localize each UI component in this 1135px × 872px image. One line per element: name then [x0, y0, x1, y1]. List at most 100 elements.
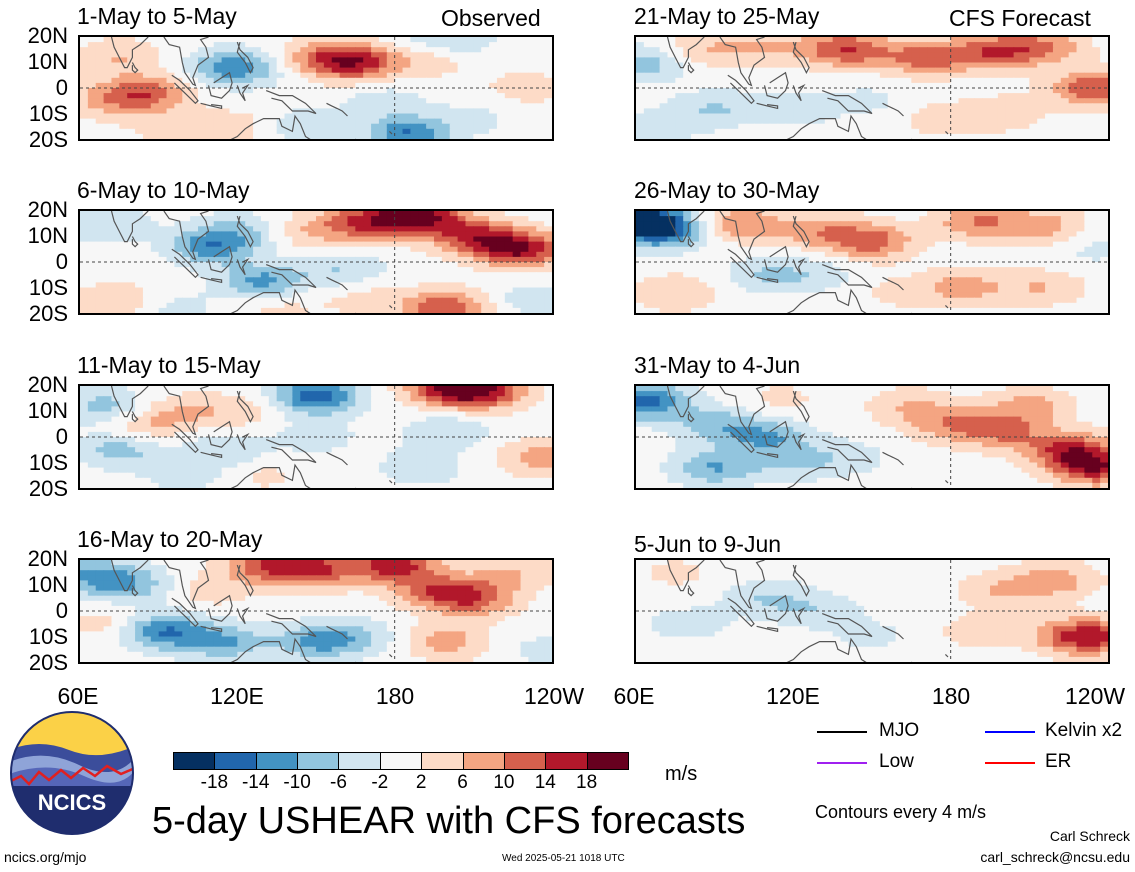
heatmap-cell: [520, 467, 529, 474]
heatmap-cell: [111, 636, 120, 643]
heatmap-cell: [410, 477, 419, 484]
heatmap-cell: [402, 600, 411, 607]
heatmap-cell: [402, 416, 411, 423]
heatmap-cell: [528, 431, 537, 438]
heatmap-cell: [245, 267, 254, 273]
heatmap-cell: [166, 82, 175, 89]
heatmap-cell: [378, 123, 388, 130]
heatmap-cell: [465, 82, 474, 89]
heatmap-cell: [402, 226, 411, 232]
heatmap-cell: [347, 123, 356, 130]
heatmap-cell: [80, 118, 89, 125]
heatmap-cell: [174, 231, 183, 238]
heatmap-cell: [158, 641, 168, 648]
heatmap-cell: [386, 103, 396, 109]
coastline: [236, 257, 250, 276]
heatmap-cell: [394, 431, 404, 438]
heatmap-cell: [363, 580, 372, 587]
heatmap-cell: [465, 37, 474, 43]
heatmap-cell: [355, 406, 364, 413]
heatmap-cell: [512, 600, 522, 607]
heatmap-cell: [520, 292, 529, 299]
heatmap-cell: [536, 442, 545, 448]
heatmap-cell: [174, 482, 183, 488]
heatmap-cell: [371, 605, 380, 612]
heatmap-cell: [434, 426, 443, 433]
heatmap-cell: [308, 482, 317, 488]
heatmap-cell: [528, 98, 537, 104]
coastline: [163, 37, 210, 87]
heatmap-cell: [378, 651, 388, 658]
heatmap-cell: [190, 580, 199, 587]
heatmap-cell: [481, 262, 490, 268]
heatmap-cell: [174, 297, 183, 304]
heatmap-cell: [276, 103, 286, 109]
heatmap-cell: [119, 82, 128, 89]
heatmap-cell: [245, 47, 254, 53]
heatmap-cell: [103, 98, 113, 104]
heatmap-cell: [245, 246, 254, 253]
heatmap-cell: [457, 651, 467, 658]
heatmap-cell: [331, 616, 341, 622]
heatmap-cell: [512, 72, 522, 79]
heatmap-cell: [520, 411, 529, 418]
heatmap-cell: [119, 457, 128, 464]
heatmap-cell: [426, 37, 435, 43]
heatmap-cell: [95, 611, 105, 617]
heatmap-cell: [213, 113, 223, 120]
heatmap-cell: [323, 262, 333, 268]
heatmap-cell: [111, 282, 120, 289]
heatmap-cell: [316, 565, 325, 571]
heatmap-cell: [229, 421, 238, 428]
heatmap-cell: [308, 391, 317, 397]
heatmap-cell: [465, 636, 474, 643]
heatmap-cell: [142, 600, 152, 607]
heatmap-cell: [260, 386, 270, 392]
heatmap-cell: [119, 656, 128, 662]
heatmap-cell: [182, 590, 191, 597]
heatmap-cell: [418, 113, 427, 120]
heatmap-cell: [198, 621, 207, 627]
heatmap-cell: [402, 77, 411, 84]
heatmap-cell: [355, 595, 364, 602]
heatmap-cell: [339, 590, 349, 597]
heatmap-cell: [260, 570, 270, 576]
heatmap-cell: [300, 431, 309, 438]
heatmap-cell: [402, 216, 411, 222]
heatmap-cell: [127, 221, 136, 227]
heatmap-cell: [347, 216, 356, 222]
heatmap-cell: [119, 477, 128, 484]
heatmap-cell: [489, 626, 498, 632]
heatmap-cell: [426, 421, 435, 428]
heatmap-cell: [95, 580, 105, 587]
heatmap-cell: [496, 108, 506, 115]
heatmap-cell: [253, 386, 262, 392]
heatmap-cell: [410, 565, 419, 571]
heatmap-cell: [386, 82, 396, 89]
heatmap-cell: [355, 307, 364, 313]
heatmap-cell: [410, 396, 419, 402]
heatmap-cell: [166, 416, 175, 423]
heatmap-cell: [253, 57, 262, 64]
heatmap-cell: [221, 211, 231, 217]
heatmap-cell: [198, 426, 207, 433]
heatmap-cell: [135, 570, 144, 576]
heatmap-cell: [512, 611, 522, 617]
heatmap-cell: [426, 123, 435, 130]
heatmap-cell: [95, 467, 105, 474]
heatmap-cell: [457, 272, 467, 278]
heatmap-cell: [528, 636, 537, 643]
heatmap-cell: [520, 616, 529, 622]
heatmap-cell: [449, 221, 459, 227]
heatmap-cell: [714, 42, 724, 48]
heatmap-cell: [426, 52, 435, 58]
heatmap-cell: [1013, 42, 1023, 48]
heatmap-cell: [103, 216, 113, 222]
heatmap-cell: [323, 57, 333, 64]
heatmap-cell: [253, 77, 262, 84]
heatmap-cell: [481, 426, 490, 433]
heatmap-cell: [174, 585, 183, 592]
heatmap-cell: [434, 123, 443, 130]
heatmap-cell: [111, 272, 120, 278]
heatmap-cell: [449, 272, 459, 278]
